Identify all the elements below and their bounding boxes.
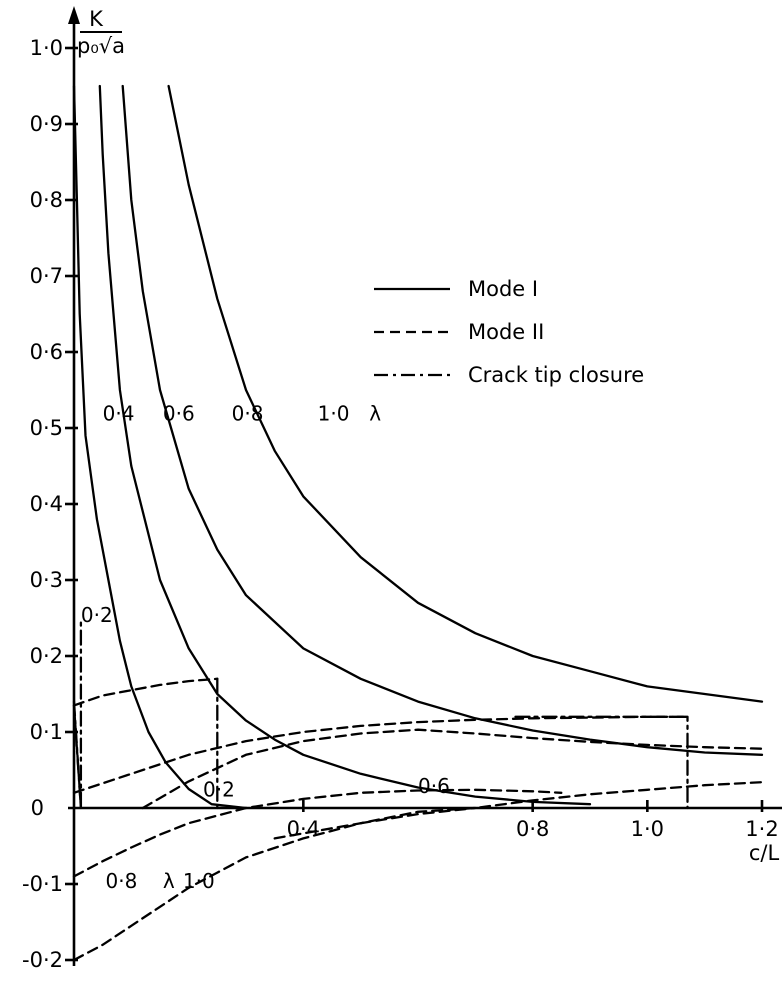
series-line-solid xyxy=(169,86,762,702)
legend-label: Mode I xyxy=(468,277,538,301)
y-tick-label: 0·4 xyxy=(30,492,63,516)
series-line-solid xyxy=(123,86,762,755)
y-tick-label: 0·3 xyxy=(30,568,63,592)
series-line-dashed xyxy=(74,717,688,793)
x-tick-label: 1·2 xyxy=(745,817,778,841)
y-axis-label-numerator: K xyxy=(89,7,104,31)
legend-label: Crack tip closure xyxy=(468,363,644,387)
y-tick-label: 0·8 xyxy=(30,188,63,212)
curve-label: 0·4 xyxy=(103,401,135,425)
legend-label: Mode II xyxy=(468,320,544,344)
series-line-solid xyxy=(74,86,246,808)
series-line-dashed xyxy=(143,730,762,808)
y-axis-label-denominator: p₀√a xyxy=(77,34,125,58)
curve-label: λ xyxy=(369,401,381,425)
curve-labels: 0·4 0·6 0·8 1·0 λ 0·2 0·2 0·6 0·8 λ 1·0 xyxy=(81,401,450,892)
curve-label: 0·6 xyxy=(418,774,450,798)
y-tick-label: -0·2 xyxy=(22,948,63,972)
curve-label: 0·2 xyxy=(203,778,235,802)
curve-label: 0·6 xyxy=(163,401,195,425)
curve-label: 0·8 xyxy=(106,869,138,893)
y-tick-label: 0·2 xyxy=(30,644,63,668)
curve-label: 1·0 xyxy=(183,869,215,893)
curve-label: 0·8 xyxy=(232,401,264,425)
y-tick-label: 0·6 xyxy=(30,340,63,364)
y-axis-arrow xyxy=(68,6,80,24)
y-tick-label: -0·1 xyxy=(22,872,63,896)
curve-label: λ xyxy=(163,869,175,893)
x-tick-label: 0 xyxy=(31,796,44,820)
series-line-dashed xyxy=(74,679,217,706)
y-tick-label: 0·9 xyxy=(30,112,63,136)
curve-label: 0·2 xyxy=(81,603,113,627)
y-tick-label: 0·7 xyxy=(30,264,63,288)
x-tick-label: 0·8 xyxy=(516,817,549,841)
series-line-solid xyxy=(100,86,590,804)
y-tick-label: 1·0 xyxy=(30,36,63,60)
x-axis-label: c/L xyxy=(749,841,780,865)
x-tick-label: 1·0 xyxy=(631,817,664,841)
y-tick-label: 0·1 xyxy=(30,720,63,744)
legend: Mode I Mode II Crack tip closure xyxy=(374,277,644,387)
curve-label: 1·0 xyxy=(318,401,350,425)
y-tick-label: 0·5 xyxy=(30,416,63,440)
